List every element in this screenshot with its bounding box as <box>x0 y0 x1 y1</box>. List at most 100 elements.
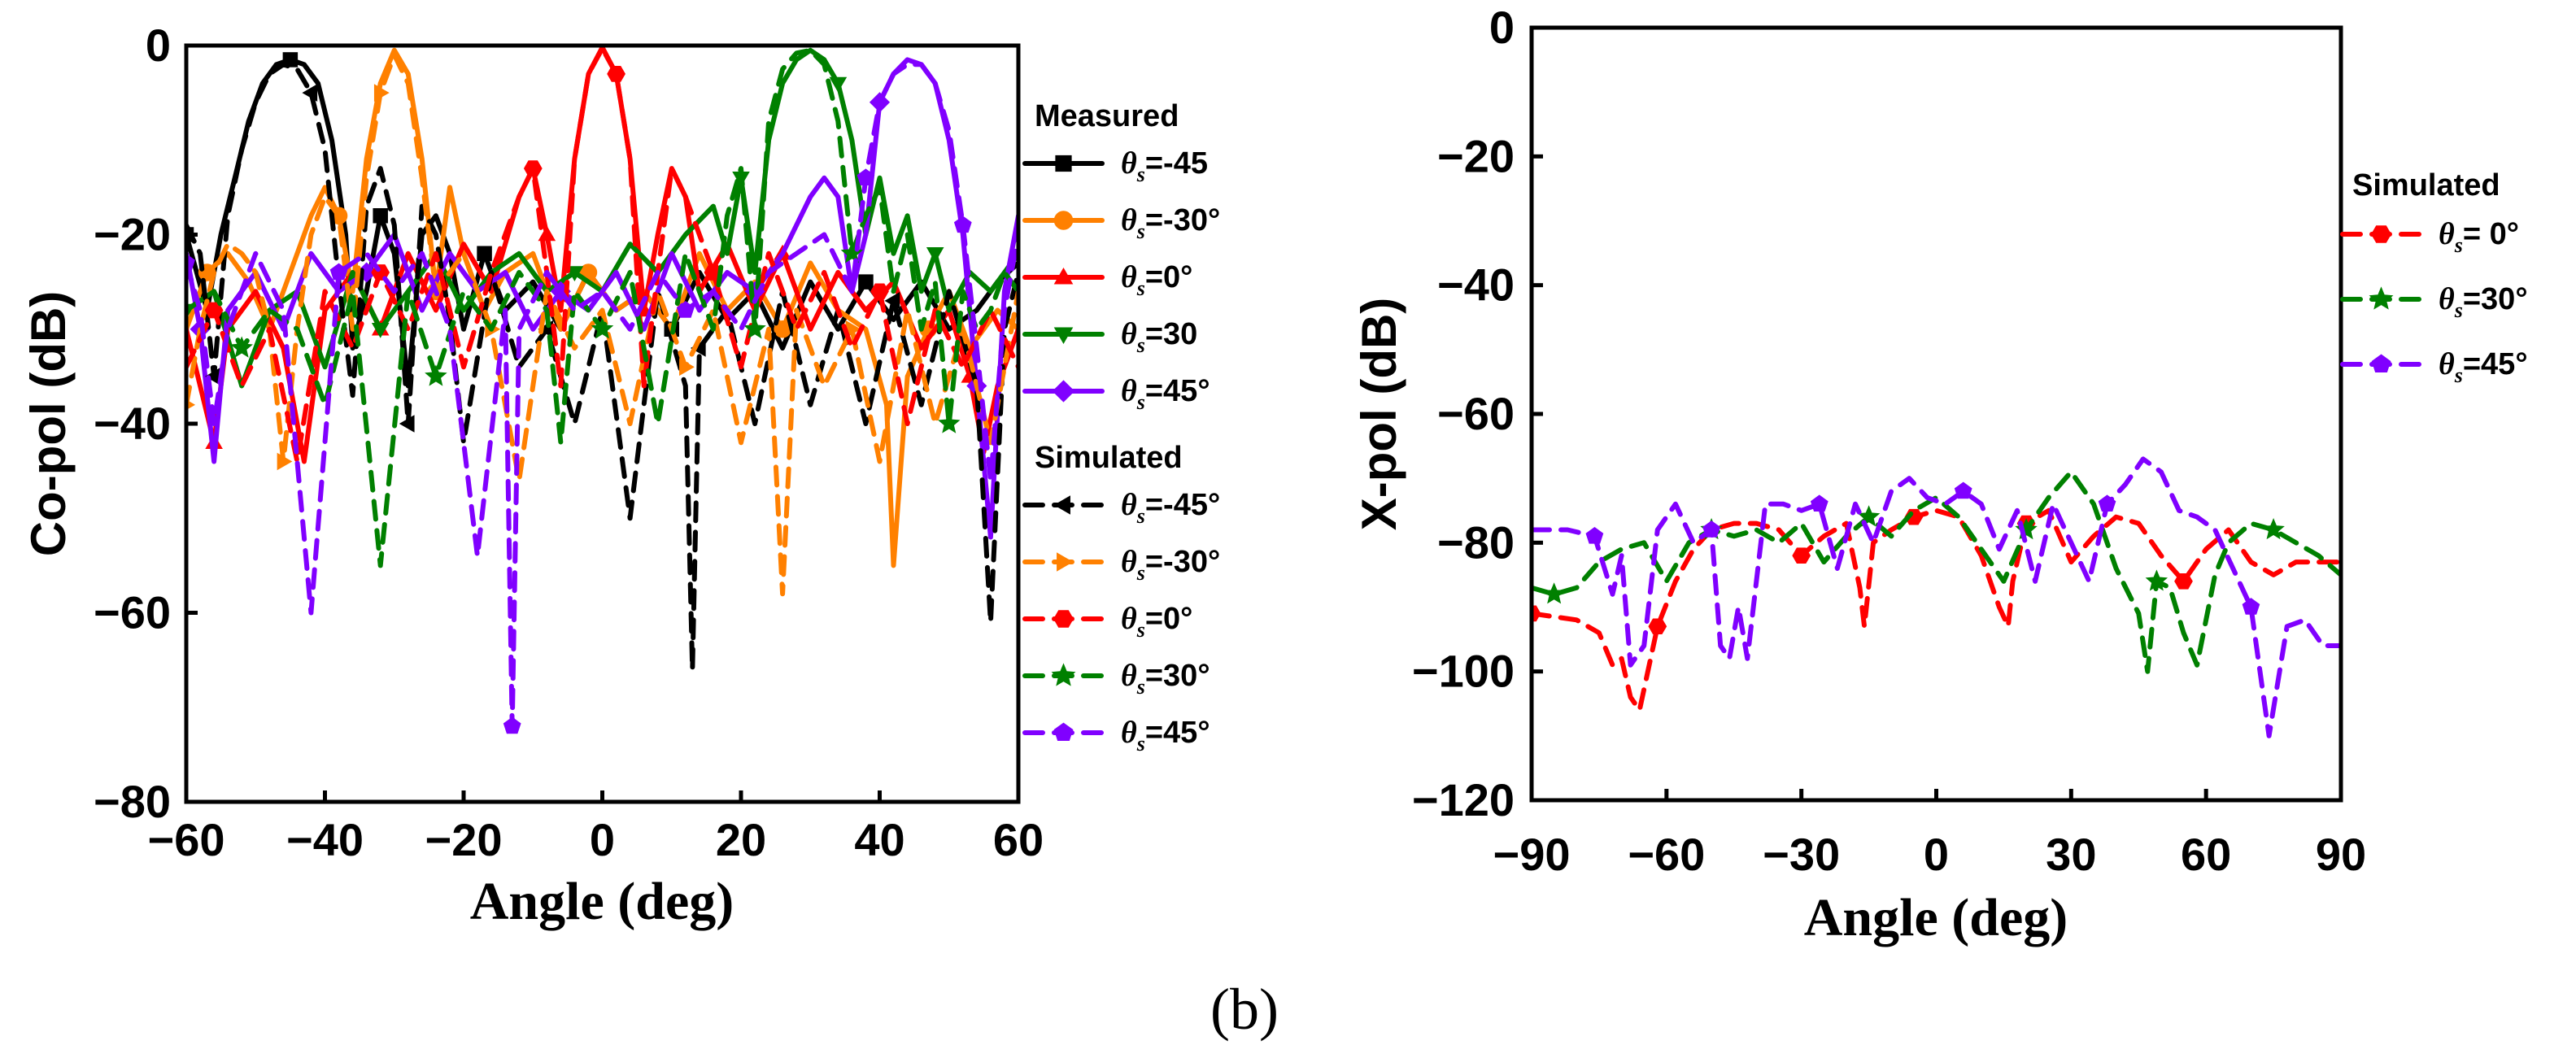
x-pol-axes: 0 −20 −40 −60 −80 −100 −120−90 −60 −30 0 30 60 90 <box>1412 2 2366 880</box>
co-pol-legend-label: θs=-30° <box>1121 203 1220 243</box>
x-pol-legend-label: θs=30° <box>2439 282 2528 322</box>
co-pol-legend-marker <box>1053 495 1070 515</box>
x-pol-legend-marker <box>2371 225 2391 243</box>
co-pol-legend: Measured θs=-45 θs=-30° θs=0° θs=30 θs=45° Sim… <box>1022 99 1220 755</box>
co-pol-series-9-point <box>503 716 521 734</box>
co-pol-legend-label: θs=0° <box>1121 260 1192 300</box>
co-pol-axes: 0−20−40−60−80−60 −40 −20 0 20 40 60 <box>94 20 1044 865</box>
co-pol-series-6-line <box>186 52 1018 597</box>
co-pol-legend-marker <box>1051 663 1076 686</box>
co-pol-legend-marker <box>1055 155 1072 172</box>
co-pol-series-3-point <box>829 76 848 93</box>
x-pol-y-axis-label: X-pol (dB) <box>1352 298 1406 531</box>
x-pol-chart: 0 −20 −40 −60 −80 −100 −120−90 −60 −30 0 30 60 90 X-… <box>1352 2 2528 947</box>
x-pol-x-tick-label: −60 <box>1628 829 1705 880</box>
x-pol-legend-marker <box>2371 354 2391 373</box>
co-pol-series-0-point <box>477 246 492 261</box>
x-pol-series-2-point <box>1954 481 1972 499</box>
co-pol-series-5-point <box>884 291 900 310</box>
x-pol-series-1-point <box>2262 518 2285 540</box>
x-pol-series-2-line <box>1532 456 2341 738</box>
co-pol-x-tick-label: −60 <box>148 814 225 865</box>
co-pol-series-9-line <box>186 62 1018 729</box>
x-pol-series-2-point <box>2098 494 2116 512</box>
co-pol-series-7-point <box>523 160 543 176</box>
x-pol-y-tick-label: −80 <box>1437 516 1515 568</box>
co-pol-y-tick-label: −20 <box>94 209 171 260</box>
x-pol-x-tick-label: −90 <box>1493 829 1571 880</box>
co-pol-series-9-point <box>953 216 972 233</box>
co-pol-legend-label: θs=-30° <box>1121 545 1220 585</box>
co-pol-series-8-point <box>938 411 961 433</box>
x-pol-x-tick-label: −30 <box>1763 829 1840 880</box>
x-pol-legend-marker <box>2369 286 2394 310</box>
x-pol-x-tick-label: 0 <box>1924 829 1949 880</box>
co-pol-series-9-point <box>856 168 875 185</box>
x-pol-y-tick-label: 0 <box>1489 2 1515 53</box>
x-pol-legend-label: θs=45° <box>2439 347 2528 387</box>
x-pol-y-tick-label: −40 <box>1437 259 1515 311</box>
co-pol-x-tick-label: 60 <box>993 814 1044 865</box>
co-pol-chart: 0−20−40−60−80−60 −40 −20 0 20 40 60 Co-pol (dB… <box>21 20 1220 931</box>
co-pol-legend-marker <box>1053 722 1074 742</box>
co-pol-legend-label: θs=30 <box>1121 317 1197 357</box>
panel-label: (b) <box>1210 977 1279 1042</box>
x-pol-legend: Simulated θs= 0° θs=30° θs=45° <box>2340 168 2528 387</box>
x-pol-series-0-point <box>1648 618 1667 635</box>
x-pol-legend-label: θs= 0° <box>2439 217 2519 257</box>
co-pol-legend-marker <box>1053 327 1074 345</box>
x-pol-y-tick-label: −120 <box>1412 774 1515 825</box>
co-pol-x-tick-label: 0 <box>590 814 615 865</box>
co-pol-series-7-point <box>607 66 625 82</box>
co-pol-legend-heading: Measured <box>1035 99 1179 133</box>
co-pol-legend-heading: Simulated <box>1035 441 1183 475</box>
co-pol-legend-label: θs=30° <box>1121 659 1210 699</box>
x-pol-series-2-point <box>1702 520 1720 538</box>
co-pol-x-tick-label: 20 <box>716 814 766 865</box>
co-pol-y-tick-label: −40 <box>94 398 171 449</box>
x-pol-series-group <box>1532 456 2341 738</box>
x-pol-series-0-point <box>1532 605 1541 622</box>
x-pol-series-1-point <box>1542 582 1566 604</box>
co-pol-series-3-line <box>186 47 1018 389</box>
co-pol-legend-label: θs=-45 <box>1121 146 1208 186</box>
x-pol-x-tick-label: 90 <box>2316 829 2366 880</box>
x-pol-x-tick-label: 60 <box>2181 829 2231 880</box>
x-pol-series-0-point <box>1792 547 1811 564</box>
co-pol-legend-marker <box>1053 267 1074 285</box>
x-pol-x-tick-label: 30 <box>2046 829 2096 880</box>
co-pol-series-6-point <box>679 358 695 377</box>
x-pol-series-2 <box>1532 456 2341 738</box>
x-pol-series-2-point <box>1810 494 1828 512</box>
co-pol-series-6-point <box>277 452 293 471</box>
x-pol-series-2-point <box>1585 526 1604 544</box>
co-pol-legend-marker <box>1057 552 1074 572</box>
co-pol-x-tick-label: −20 <box>425 814 503 865</box>
co-pol-legend-marker <box>1052 380 1075 403</box>
co-pol-series-3-point <box>926 247 944 263</box>
x-pol-series-1-point <box>2145 569 2168 591</box>
co-pol-legend-label: θs=45° <box>1121 716 1210 755</box>
co-pol-series-0-line <box>186 57 1018 389</box>
co-pol-series-3-point <box>371 323 390 338</box>
x-pol-series-1-line <box>1532 469 2341 674</box>
co-pol-series-7-point <box>870 283 889 300</box>
co-pol-series-9-point <box>676 301 695 318</box>
co-pol-y-tick-label: 0 <box>146 20 171 71</box>
co-pol-series-5-point <box>399 415 415 433</box>
co-pol-legend-marker <box>1053 610 1074 628</box>
x-pol-series-0-line <box>1532 507 2341 713</box>
co-pol-series-8-point <box>425 364 447 386</box>
co-pol-x-tick-label: −40 <box>286 814 364 865</box>
co-pol-legend-label: θs=-45° <box>1121 488 1220 528</box>
co-pol-legend-label: θs=0° <box>1121 602 1192 642</box>
co-pol-x-axis-label: Angle (deg) <box>470 872 734 931</box>
co-pol-x-tick-label: 40 <box>854 814 904 865</box>
co-pol-series-3-point <box>565 266 584 282</box>
x-pol-series-2-point <box>2242 598 2260 615</box>
co-pol-series-9-point <box>329 263 348 281</box>
x-pol-y-tick-label: −100 <box>1412 646 1515 697</box>
co-pol-y-tick-label: −60 <box>94 587 171 638</box>
x-pol-x-axis-label: Angle (deg) <box>1804 888 2068 947</box>
